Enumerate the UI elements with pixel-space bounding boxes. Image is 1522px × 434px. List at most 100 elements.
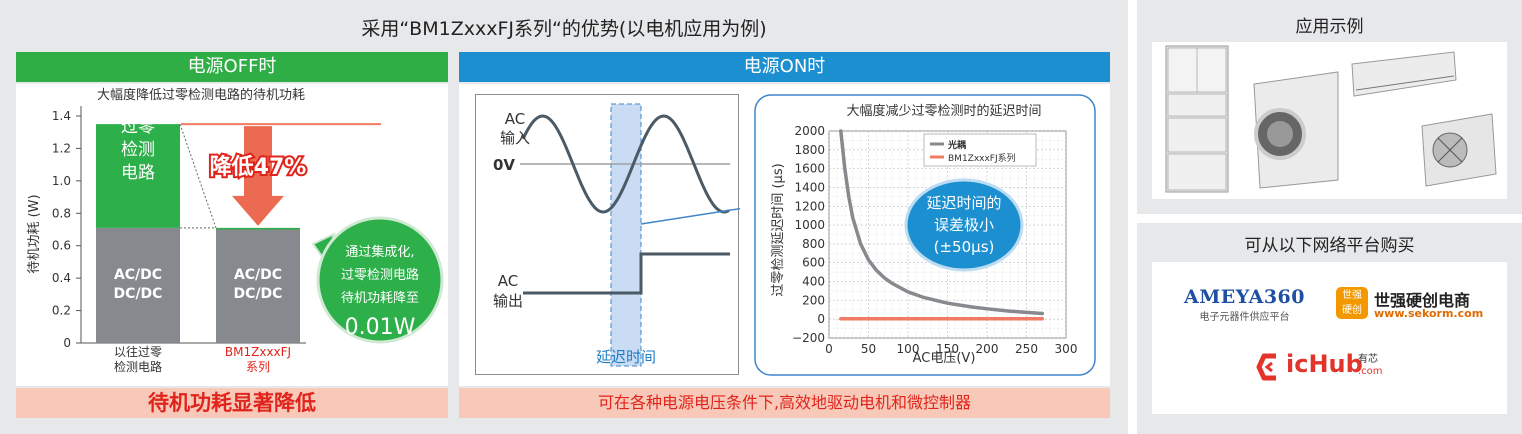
bar-zero-cross-segment: [96, 124, 180, 228]
delay-error-bubble: 延迟时间的 误差极小 (±50μs): [904, 178, 1024, 272]
standby-y-tick-label: 0: [63, 336, 71, 350]
ichub-mark-icon: [1256, 353, 1276, 381]
delay-legend: 光耦 BM1ZxxxFJ系列: [923, 133, 1037, 167]
ichub-badge-line-2: .com: [1358, 366, 1383, 377]
zoom-connector: [640, 207, 740, 225]
examples-title: 应用示例: [1295, 17, 1364, 37]
ameya-logo[interactable]: AMEYA360 电子元器件供应平台: [1172, 286, 1317, 323]
acdc-label-bm1z-1: AC/DC: [234, 267, 282, 283]
delay-y-tick-label: 1800: [794, 143, 825, 157]
ac-input-sine: [521, 114, 730, 214]
delay-x-tick-label: 50: [861, 342, 876, 356]
delay-y-tick-label: 800: [802, 237, 825, 251]
delay-x-tick-label: 100: [897, 342, 920, 356]
waveform-diagram: AC 输入 0V AC 输出 延迟时间: [475, 94, 740, 375]
delay-y-tick-label: 200: [802, 293, 825, 307]
reduction-label: 降低47%: [210, 155, 307, 180]
delay-y-tick-label: 1400: [794, 180, 825, 194]
delay-y-tick-label: 2000: [794, 124, 825, 138]
sekorm-name: 世强硬创电商: [1374, 291, 1471, 310]
refrigerator-icon: [1165, 45, 1229, 193]
acdc-label-legacy-1: AC/DC: [114, 267, 162, 283]
category-label-legacy-1: 以往过零: [114, 344, 162, 359]
delay-y-tick-label: 400: [802, 275, 825, 289]
standby-y-tick-label: 1.0: [52, 174, 71, 188]
delay-ticks: 0 50 100 150 200 250 300−200020040060080010001…: [792, 124, 1077, 356]
ichub-logo[interactable]: icHub 有芯 .com: [1256, 350, 1406, 386]
sekorm-logo[interactable]: 世强 硬创 世强硬创电商 www.sekorm.com: [1336, 287, 1494, 321]
zc-segment-label-3: 电路: [121, 163, 155, 183]
standby-y-tick-label: 0.6: [52, 239, 71, 253]
delay-chart-title: 大幅度减少过零检测时的延迟时间: [846, 103, 1041, 119]
ameya-sub: 电子元器件供应平台: [1199, 312, 1290, 323]
washing-machine-icon: [1253, 71, 1339, 189]
legend-label-bm1z: BM1ZxxxFJ系列: [948, 152, 1016, 164]
zc-segment-label-2: 检测: [121, 140, 155, 160]
acdc-label-legacy-2: DC/DC: [114, 286, 163, 302]
delay-x-tick-label: 0: [825, 342, 833, 356]
delay-series: [839, 129, 1045, 321]
delay-x-tick-label: 250: [1015, 342, 1038, 356]
ac-out-label-2: 输出: [493, 292, 523, 310]
standby-y-tick-label: 1.4: [52, 109, 71, 123]
sekorm-badge-line-2: 硬创: [1342, 305, 1362, 316]
waveform-frame: [475, 94, 739, 375]
bubble2-line-1: 延迟时间的: [926, 194, 1001, 212]
reduction-arrow: [232, 126, 284, 226]
appliance-illustrations: [1165, 45, 1497, 193]
acdc-label-bm1z-2: DC/DC: [234, 286, 283, 302]
delay-x-tick-label: 150: [936, 342, 959, 356]
bubble2-line-3: (±50μs): [934, 238, 995, 256]
standby-y-tick-label: 0.8: [52, 206, 71, 220]
bubble-circle: [316, 216, 444, 344]
ichub-badge: 有芯 .com: [1358, 354, 1383, 378]
bubble-line-3: 待机功耗降至: [341, 291, 419, 306]
delay-y-tick-label: 0: [817, 312, 825, 326]
platform-logos-box: [1152, 262, 1507, 414]
delay-window: [610, 103, 642, 367]
power-off-header: 电源OFF时: [16, 52, 448, 82]
buy-title: 可从以下网络平台购买: [1244, 236, 1415, 256]
standby-chart-title: 大幅度降低过零检测电路的待机功耗: [97, 87, 305, 103]
sekorm-badge-line-1: 世强: [1342, 290, 1362, 301]
category-label-legacy-2: 检测电路: [114, 359, 162, 374]
series-optocoupler-line: [839, 129, 1045, 316]
standby-y-tick-label: 0.4: [52, 271, 71, 285]
delay-x-axis-label: AC电压(V): [913, 351, 976, 366]
ac-output-step: [523, 252, 730, 295]
standby-y-tick-label: 0.2: [52, 304, 71, 318]
integration-bubble: 通过集成化, 过零检测电路 待机功耗降至 0.01W: [311, 216, 444, 344]
legend-box: [923, 133, 1037, 167]
standby-y-tick-label: 1.2: [52, 141, 71, 155]
delay-y-axis-label: 过零检测延迟时间 (μs): [771, 163, 786, 296]
ac-out-label-1: AC: [498, 272, 518, 290]
sekorm-url: www.sekorm.com: [1374, 307, 1484, 320]
bar-acdc-segment: [216, 229, 300, 343]
delay-x-tick-label: 300: [1055, 342, 1078, 356]
page-title: 采用“BM1ZxxxFJ系列“的优势(以电机应用为例): [361, 18, 767, 40]
delay-y-tick-label: 1600: [794, 162, 825, 176]
legend-label-optocoupler: 光耦: [947, 139, 966, 151]
power-on-header: 电源ON时: [459, 52, 1110, 82]
ac-in-label-2: 输入: [500, 129, 530, 147]
standby-power-chart: 大幅度降低过零检测电路的待机功耗 待机功耗 (W) 0 0.2 0.4 0.6 0.8 1…: [27, 87, 444, 374]
ac-in-label-1: AC: [505, 110, 525, 128]
bar-acdc-segment: [96, 227, 180, 343]
delay-y-tick-label: 600: [802, 256, 825, 270]
standby-y-ticks: 0 0.2 0.4 0.6 0.8 1.0 1.2 1.4: [52, 109, 81, 350]
power-off-footer: 待机功耗显著降低: [16, 388, 448, 418]
delay-x-tick-label: 200: [976, 342, 999, 356]
outdoor-unit-icon: [1421, 113, 1497, 187]
category-label-bm1z-1: BM1ZxxxFJ: [225, 345, 291, 359]
sekorm-badge: 世强 硬创: [1336, 287, 1368, 319]
zero-volt-label: 0V: [493, 156, 515, 174]
air-conditioner-icon: [1351, 51, 1457, 97]
delay-time-label: 延迟时间: [596, 348, 656, 366]
bar-zero-cross-segment: [216, 227, 300, 230]
bubble2-line-2: 误差极小: [934, 216, 994, 234]
ichub-badge-line-1: 有芯: [1358, 354, 1378, 365]
category-label-bm1z-2: 系列: [246, 360, 270, 374]
standby-y-axis-label: 待机功耗 (W): [27, 194, 42, 273]
ameya-name: AMEYA360: [1183, 286, 1305, 308]
ichub-name: icHub: [1286, 350, 1363, 378]
